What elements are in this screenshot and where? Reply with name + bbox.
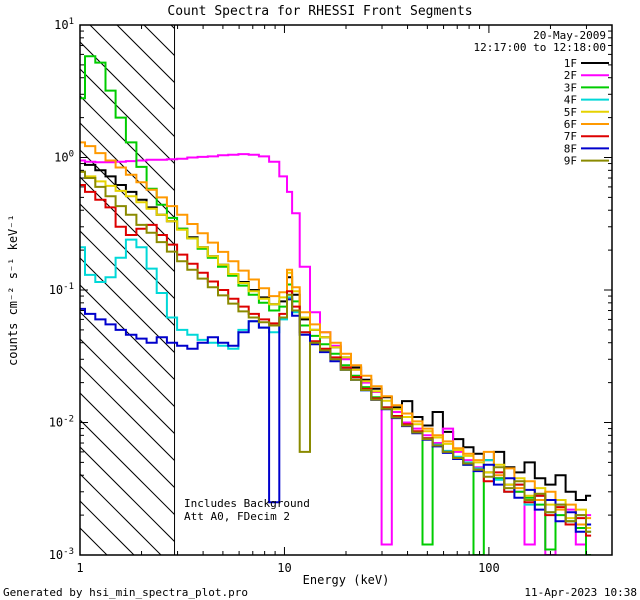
curve-9F [80, 170, 592, 533]
annotation-attenuator-decim: Att A0, FDecim 2 [184, 510, 290, 523]
y-tick-label: 100 [54, 150, 74, 165]
y-tick-label: 101 [54, 17, 74, 32]
legend-label-1F: 1F [564, 57, 577, 70]
legend-label-4F: 4F [564, 94, 577, 107]
legend-label-5F: 5F [564, 106, 577, 119]
date-label: 20-May-2009 [533, 29, 606, 42]
y-tick-label: 10-2 [49, 415, 74, 430]
x-tick-label: 1 [76, 561, 83, 575]
y-tick-label: 10-3 [49, 547, 74, 562]
legend-label-7F: 7F [564, 130, 577, 143]
plot-title: Count Spectra for RHESSI Front Segments [167, 4, 473, 19]
x-tick-label: 100 [478, 561, 500, 575]
legend-label-6F: 6F [564, 118, 577, 131]
y-tick-label: 10-1 [49, 282, 74, 297]
legend-label-8F: 8F [564, 142, 577, 155]
spectra-curves [80, 55, 592, 555]
minor-ticks [80, 25, 612, 555]
hatched-background-region [80, 25, 175, 555]
x-axis-ticks: 1 10 100 [76, 25, 500, 575]
annotation-includes-background: Includes Background [184, 497, 310, 510]
y-axis-title: counts cm⁻² s⁻¹ keV⁻¹ [6, 214, 20, 366]
plot-border [79, 24, 613, 556]
legend-label-3F: 3F [564, 81, 577, 94]
x-tick-label: 10 [277, 561, 291, 575]
legend-label-2F: 2F [564, 69, 577, 82]
footer-timestamp: 11-Apr-2023 10:38 [524, 586, 637, 599]
time-range-label: 12:17:00 to 12:18:00 [473, 41, 606, 54]
footer-generator: Generated by hsi_min_spectra_plot.pro [3, 586, 249, 599]
legend-label-9F: 9F [564, 155, 577, 168]
x-axis-title: Energy (keV) [302, 573, 390, 587]
y-axis-ticks: 101 100 10-1 10-2 10-3 [49, 17, 612, 562]
